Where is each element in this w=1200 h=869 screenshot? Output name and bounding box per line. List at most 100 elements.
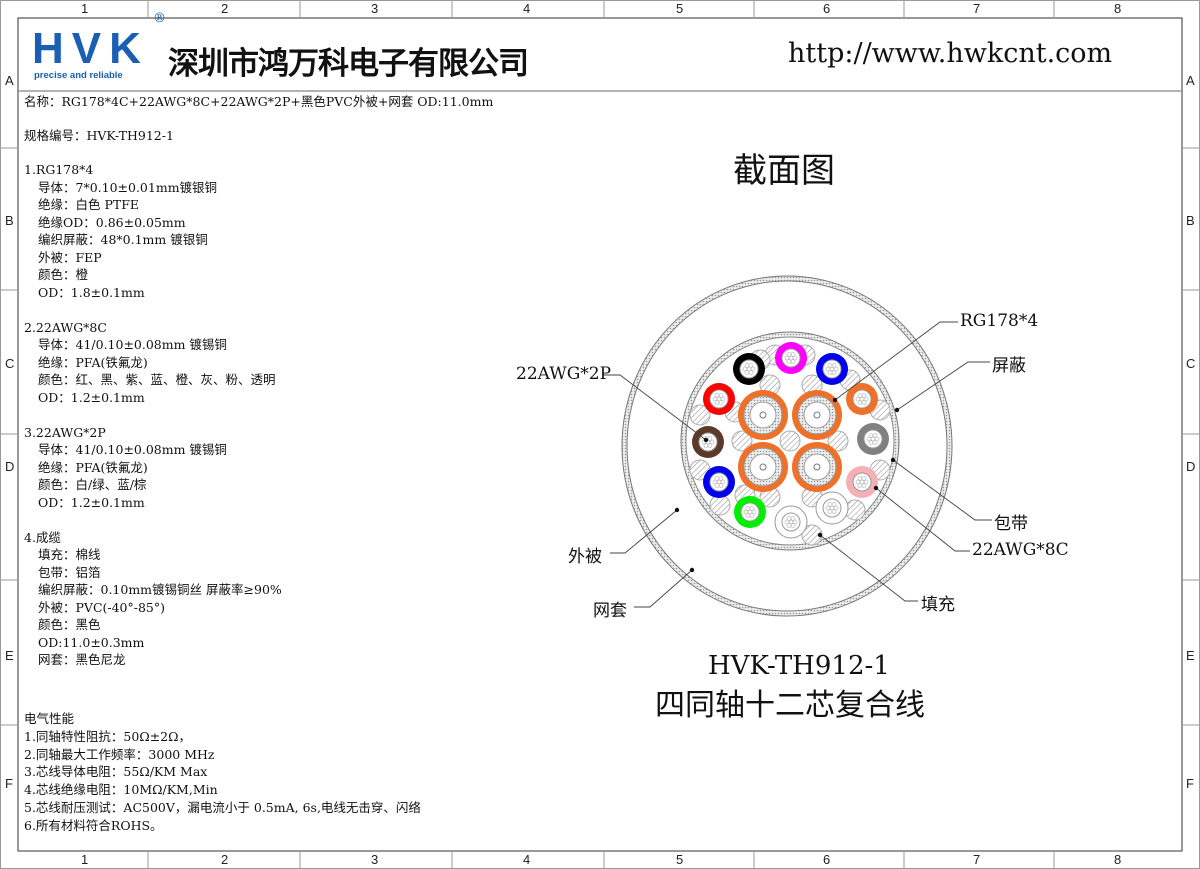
conductor-strand [827, 370, 833, 375]
leader-line-mesh [634, 569, 693, 608]
spec-item: 外被：PVC(-40°-85°) [38, 599, 166, 615]
label-22awg-8c: 22AWG*8C [972, 540, 1069, 560]
conductor-strand [714, 483, 720, 488]
wire-conductor [781, 512, 801, 532]
leader-line-pair [603, 374, 707, 441]
column-label: 5 [676, 852, 684, 867]
spec-item: 编织屏蔽：48*0.1mm 镀银铜 [38, 232, 208, 247]
website-url[interactable]: http://www.hwkcnt.com [788, 38, 1113, 69]
conductor-strand [855, 479, 861, 485]
spec-item: 外被：FEP [38, 249, 102, 265]
wire-conductor [852, 472, 872, 492]
column-label: 6 [823, 852, 831, 867]
spec-item: 网套：黑色尼龙 [38, 652, 126, 667]
leader-line-filler [819, 534, 918, 602]
filler-cord [779, 430, 801, 452]
electrical-item: 6.所有材料符合ROHS。 [24, 817, 163, 833]
column-label: 8 [1114, 852, 1122, 867]
company-name: 深圳市鸿万科电子有限公司 [168, 46, 529, 82]
conductor-strand [792, 355, 798, 361]
filler-cord [709, 494, 731, 516]
conductor-strand [743, 509, 749, 515]
leader-arrow-icon [674, 507, 680, 513]
logo-tagline: precise and reliable [34, 70, 123, 81]
electrical-item: 5.芯线耐压测试：AC500V，漏电流小于 0.5mA, 6s,电线无击穿、闪络 [24, 800, 421, 815]
wire-conductor [739, 359, 759, 379]
row-label: A [1186, 73, 1195, 88]
column-label: 2 [221, 852, 229, 867]
spec-item: 包带：铝箔 [38, 564, 101, 580]
label-pair: 22AWG*2P [516, 364, 612, 384]
conductor-strand [833, 366, 839, 372]
wire-conductor [863, 429, 883, 449]
spec-section-title: 3.22AWG*2P [24, 424, 106, 440]
electrical-item: 3.芯线导体电阻：55Ω/KM Max [24, 764, 208, 780]
conductor-strand [857, 393, 863, 398]
rg178-coax-conductor [813, 463, 821, 471]
wire-conductor [709, 472, 729, 492]
row-label: D [5, 459, 15, 474]
conductor-strand [714, 400, 720, 405]
row-label: F [5, 776, 13, 791]
electrical-item: 2.同轴最大工作频率：3000 MHz [24, 746, 215, 762]
spec-item: 颜色：黑色 [38, 617, 101, 632]
row-label: E [1186, 648, 1195, 663]
conductor-strand [792, 519, 798, 525]
leader-arrow-icon [832, 397, 838, 403]
conductor-strand [868, 433, 874, 438]
conductor-strand [745, 506, 751, 511]
spec-item: 导体：41/0.10±0.08mm 镀锡铜 [38, 337, 227, 352]
column-label: 7 [973, 1, 981, 16]
conductor-strand [744, 370, 750, 375]
conductor-strand [863, 479, 869, 485]
spec-item: 导体：7*0.10±0.01mm镀银铜 [38, 179, 218, 195]
wire-conductor [740, 502, 760, 522]
column-label: 3 [371, 1, 379, 16]
conductor-strand [868, 440, 874, 445]
electrical-item: 4.芯线绝缘电阻：10MΩ/KM,Min [24, 782, 218, 798]
row-label: E [5, 648, 14, 663]
conductor-strand [833, 505, 839, 511]
spec-item: 绝缘：PFA(铁氟龙) [38, 459, 148, 475]
conductor-strand [786, 523, 792, 528]
spec-item: 颜色：红、黑、紫、蓝、橙、灰、粉、透明 [38, 372, 276, 387]
rg178-coax-conductor [813, 411, 821, 419]
column-label: 2 [221, 1, 229, 16]
conductor-strand [827, 502, 833, 507]
spec-item: 编织屏蔽：0.10mm镀锡铜丝 屏蔽率≥90% [38, 582, 282, 597]
leader-line-rg178 [834, 321, 958, 401]
part-number: HVK-TH912-1 [708, 651, 890, 681]
conductor-strand [786, 516, 792, 521]
label-jacket: 外被 [568, 547, 602, 567]
conductor-strand [714, 393, 720, 398]
conductor-strand [866, 436, 872, 442]
conductor-strand [720, 396, 726, 402]
product-name-line: 名称：RG178*4C+22AWG*8C+22AWG*2P+黑色PVC外被+网套… [24, 94, 494, 109]
leader-arrow-icon [894, 407, 900, 413]
conductor-strand [751, 509, 757, 515]
rg178-coax-conductor [759, 411, 767, 419]
conductor-strand [709, 439, 715, 445]
spec-section-title: 4.成缆 [24, 529, 61, 545]
leader-line-tape [892, 459, 992, 521]
conductor-strand [827, 509, 833, 514]
filler-cord [689, 404, 711, 426]
leader-arrow-icon [890, 457, 896, 463]
leader-arrow-icon [817, 532, 823, 538]
conductor-strand [825, 505, 831, 511]
wire-conductor [852, 389, 872, 409]
column-label: 7 [973, 852, 981, 867]
logo-text: HVK [32, 24, 149, 73]
row-label: C [1186, 356, 1196, 371]
electrical-title: 电气性能 [24, 711, 75, 726]
leader-line-jacket [610, 509, 678, 554]
conductor-strand [827, 363, 833, 368]
conductor-strand [857, 400, 863, 405]
conductor-strand [714, 476, 720, 481]
conductor-strand [786, 359, 792, 364]
spec-item: 颜色：白/绿、蓝/棕 [38, 477, 147, 492]
conductor-strand [784, 355, 790, 361]
column-label: 5 [676, 1, 684, 16]
conductor-strand [745, 513, 751, 518]
